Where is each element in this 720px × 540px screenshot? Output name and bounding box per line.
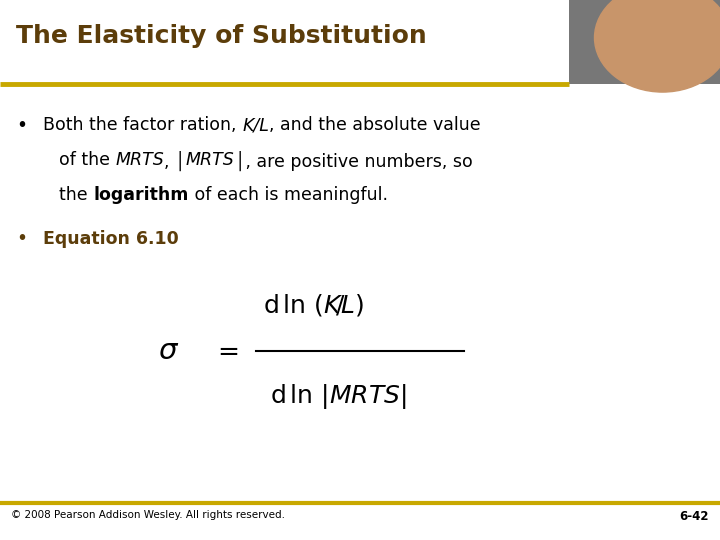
Text: MRTS: MRTS <box>115 151 164 169</box>
Ellipse shape <box>595 0 720 92</box>
Text: logarithm: logarithm <box>93 186 189 204</box>
Text: the: the <box>59 186 93 204</box>
Text: $\mathrm{d}\,\ln\,|MRTS|$: $\mathrm{d}\,\ln\,|MRTS|$ <box>270 382 407 411</box>
Text: 6-42: 6-42 <box>680 510 709 523</box>
Text: $\mathrm{d}\,\ln\,(K\!/\!L)$: $\mathrm{d}\,\ln\,(K\!/\!L)$ <box>263 292 364 318</box>
Text: •: • <box>16 116 27 135</box>
Text: │, are positive numbers, so: │, are positive numbers, so <box>235 151 472 171</box>
Text: of the: of the <box>59 151 115 169</box>
Text: Equation 6.10: Equation 6.10 <box>43 230 179 247</box>
Text: MRTS: MRTS <box>186 151 235 169</box>
Text: of each is meaningful.: of each is meaningful. <box>189 186 387 204</box>
Text: Both the factor ration,: Both the factor ration, <box>43 116 242 134</box>
Text: , and the absolute value: , and the absolute value <box>269 116 481 134</box>
Text: © 2008 Pearson Addison Wesley. All rights reserved.: © 2008 Pearson Addison Wesley. All right… <box>11 510 285 520</box>
Text: , │: , │ <box>164 151 186 171</box>
Text: $=$: $=$ <box>212 338 239 364</box>
Text: K/L: K/L <box>242 116 269 134</box>
Text: •: • <box>16 230 27 248</box>
FancyBboxPatch shape <box>569 0 720 84</box>
Text: The Elasticity of Substitution: The Elasticity of Substitution <box>16 24 426 48</box>
Text: $\sigma$: $\sigma$ <box>158 337 179 365</box>
